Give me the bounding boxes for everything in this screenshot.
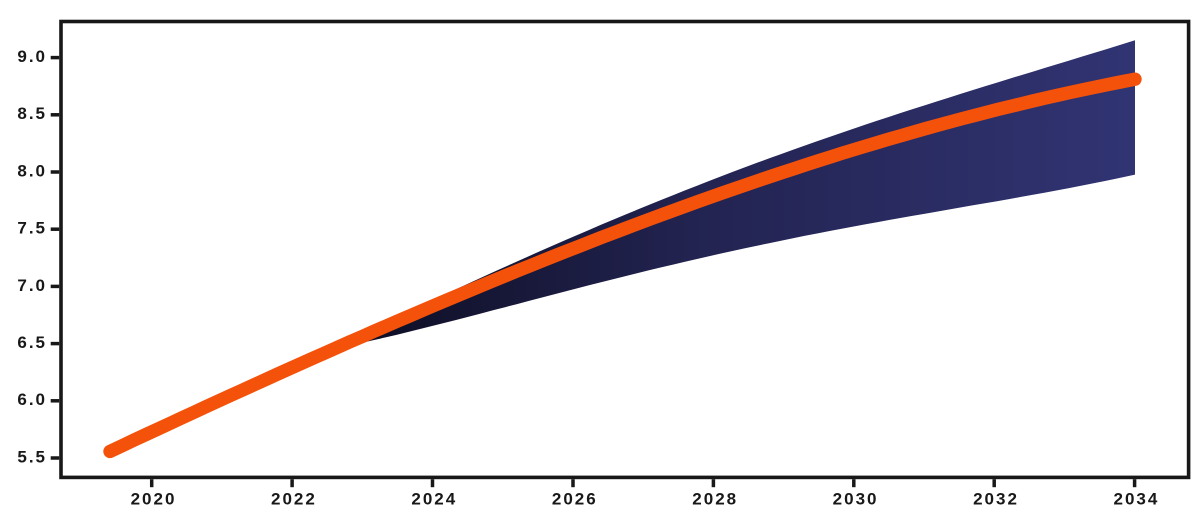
svg-text:2030: 2030 <box>833 490 879 509</box>
svg-text:8.5: 8.5 <box>17 104 47 123</box>
svg-text:2022: 2022 <box>271 490 317 509</box>
svg-text:2026: 2026 <box>552 490 598 509</box>
svg-text:5.5: 5.5 <box>17 447 47 466</box>
svg-text:8.0: 8.0 <box>17 161 47 180</box>
svg-text:2034: 2034 <box>1113 490 1159 509</box>
svg-text:7.5: 7.5 <box>17 219 47 238</box>
svg-text:6.5: 6.5 <box>17 333 47 352</box>
svg-text:2020: 2020 <box>131 490 177 509</box>
svg-text:7.0: 7.0 <box>17 276 47 295</box>
svg-text:2024: 2024 <box>411 490 457 509</box>
svg-text:9.0: 9.0 <box>17 47 47 66</box>
svg-text:2028: 2028 <box>692 490 738 509</box>
svg-text:2032: 2032 <box>973 490 1019 509</box>
svg-text:6.0: 6.0 <box>17 390 47 409</box>
